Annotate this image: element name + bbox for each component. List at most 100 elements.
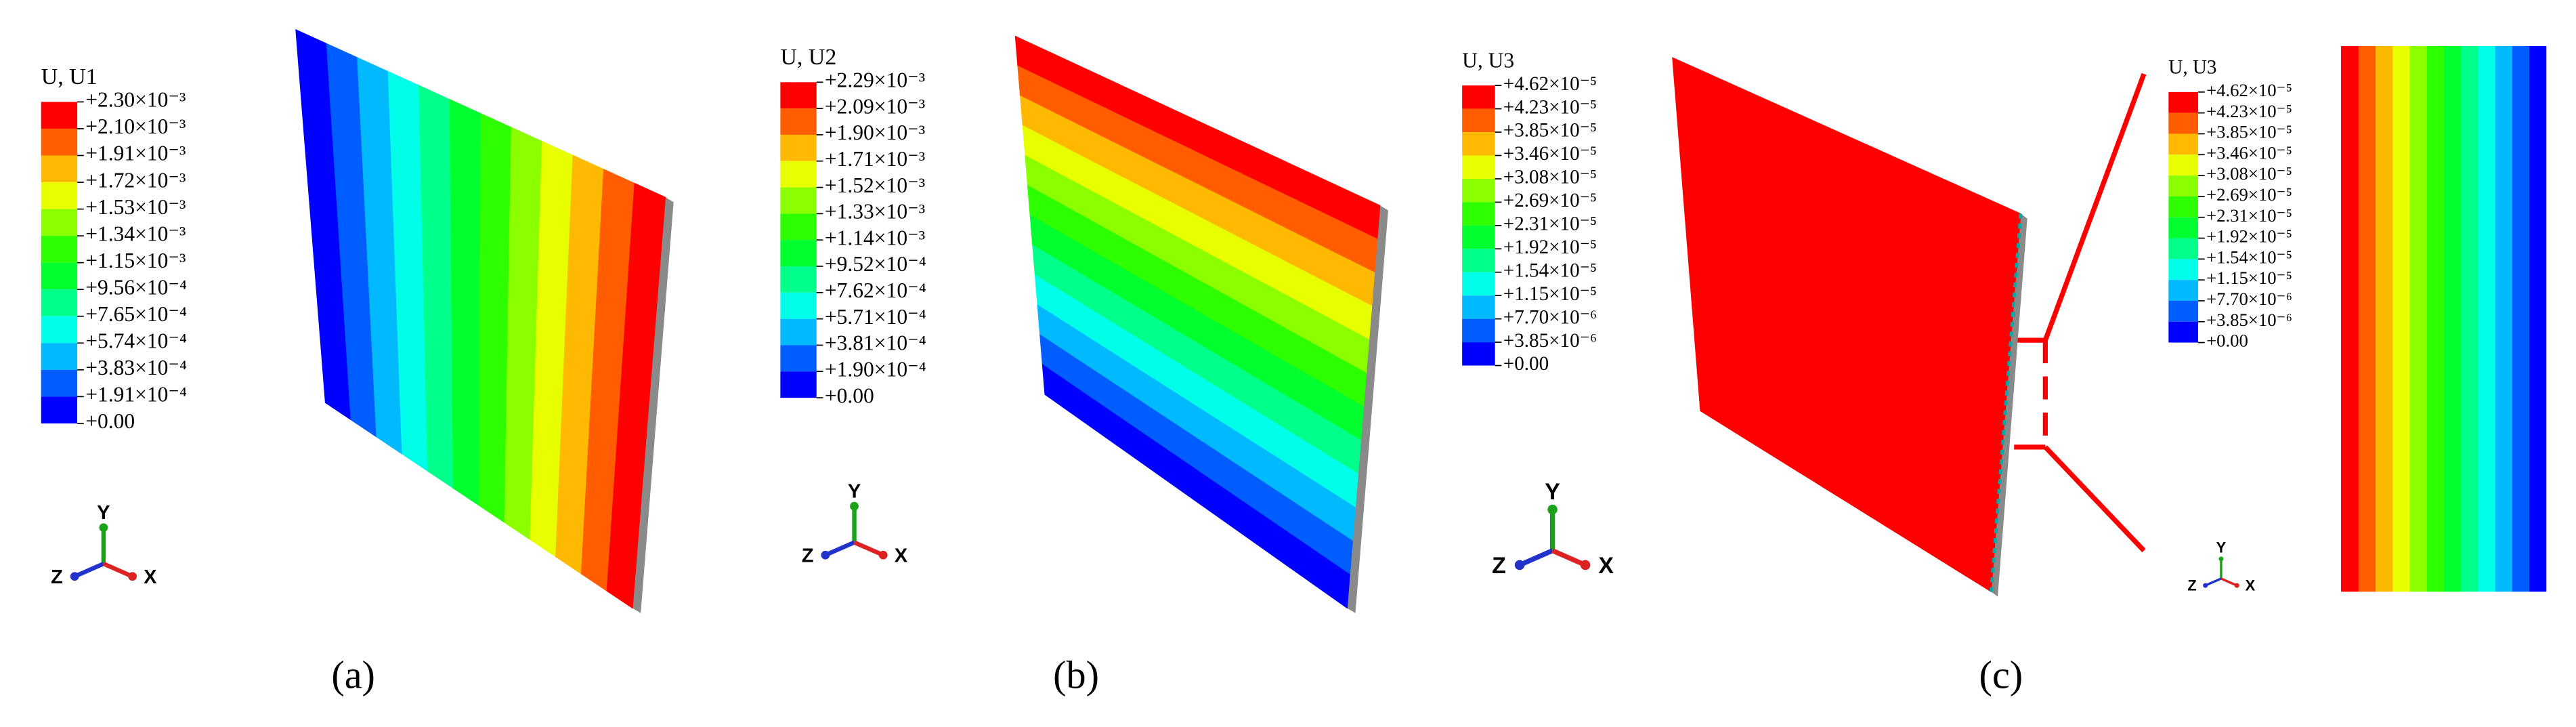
legend-band: [41, 289, 78, 316]
legend-label: +3.85×10⁻⁵: [2206, 122, 2292, 142]
inset-strip-band: [2443, 45, 2462, 592]
legend-band: [1462, 178, 1495, 203]
legend-label: +4.62×10⁻⁵: [1503, 73, 1597, 95]
caption: (b): [1053, 652, 1099, 697]
legend-label: +2.09×10⁻³: [825, 94, 925, 118]
legend-band: [41, 102, 78, 129]
legend-label: +3.08×10⁻⁵: [2206, 163, 2292, 184]
legend-band: [2168, 217, 2198, 238]
axis-arrow-head: [128, 572, 137, 581]
axis-arrow: [2220, 577, 2237, 587]
axis-arrow-head: [878, 550, 888, 560]
legend-label: +1.90×10⁻⁴: [825, 358, 926, 381]
axis-label: X: [1598, 553, 1614, 579]
legend-label: +5.71×10⁻⁴: [825, 305, 926, 329]
legend-label: +3.81×10⁻⁴: [825, 331, 926, 355]
legend-band: [780, 318, 817, 346]
legend-label: +1.15×10⁻³: [85, 249, 186, 272]
legend-label: +0.00: [85, 409, 135, 433]
legend-label: +4.23×10⁻⁵: [1503, 96, 1597, 118]
axis-arrow: [824, 540, 855, 558]
inset-strip-band: [2495, 45, 2512, 592]
axis-arrow: [853, 540, 884, 558]
inset-strip-band: [2460, 45, 2478, 592]
legend-label: +3.08×10⁻⁵: [1503, 167, 1597, 188]
plate-edge: [1991, 213, 2027, 597]
legend-band: [2168, 112, 2198, 134]
axis-arrow-head: [70, 572, 79, 581]
axis-label: Z: [51, 566, 63, 588]
legend-band: [1462, 108, 1495, 133]
legend-band: [1462, 85, 1495, 109]
legend-band: [2168, 259, 2198, 281]
legend-label: +3.46×10⁻⁵: [2206, 142, 2292, 163]
legend-band: [41, 396, 78, 423]
legend-band: [780, 213, 817, 241]
inset-strip-band: [2375, 45, 2393, 592]
inset-strip-band: [2512, 45, 2530, 592]
legend-band: [1462, 225, 1495, 249]
axis-arrow: [73, 562, 105, 579]
legend-band: [2168, 321, 2198, 343]
legend-band: [41, 262, 78, 290]
legend-band: [1462, 249, 1495, 272]
legend-label: +1.33×10⁻³: [825, 200, 925, 224]
legend-band: [41, 155, 78, 183]
legend-band: [2168, 238, 2198, 259]
axis-arrow: [1518, 548, 1554, 568]
zoom-line: [2043, 445, 2146, 553]
legend-title: U, U1: [41, 64, 98, 89]
legend-band: [780, 187, 817, 214]
axis-arrow-head: [850, 501, 859, 511]
axis-arrow-head: [2203, 583, 2208, 588]
axis-label: Z: [802, 545, 814, 567]
legend-label: +2.69×10⁻⁵: [2206, 184, 2292, 205]
legend-label: +1.54×10⁻⁵: [1503, 259, 1597, 281]
legend-title: U, U2: [780, 45, 836, 70]
axis-label: Y: [848, 481, 861, 503]
legend-title: U, U3: [1462, 48, 1514, 72]
legend-label: +0.00: [1503, 353, 1549, 375]
legend-band: [41, 182, 78, 209]
legend-band: [41, 343, 78, 370]
legend-band: [1462, 295, 1495, 319]
legend-label: +1.92×10⁻⁵: [2206, 226, 2292, 247]
legend-band: [41, 209, 78, 236]
plate-edge: [1347, 205, 1388, 613]
plate-edge-line: [1989, 213, 2023, 592]
legend-band: [780, 82, 817, 109]
legend-label: +2.29×10⁻³: [825, 68, 925, 92]
legend-label: +2.69×10⁻⁵: [1503, 190, 1597, 211]
legend-band: [780, 292, 817, 319]
legend-band: [41, 316, 78, 344]
legend-band: [780, 266, 817, 293]
axis-arrow-head: [2234, 583, 2239, 588]
legend-band: [1462, 342, 1495, 366]
legend-title: U, U3: [2168, 57, 2216, 79]
legend-band: [2168, 133, 2198, 155]
inset-strip-band: [2409, 45, 2427, 592]
legend-label: +1.52×10⁻³: [825, 173, 925, 197]
axis-label: Y: [97, 502, 110, 524]
axis-arrow: [102, 562, 133, 579]
contour-band: [606, 182, 666, 609]
legend-label: +3.85×10⁻⁶: [1503, 330, 1597, 352]
legend-label: +1.53×10⁻³: [85, 195, 186, 219]
plate-edge: [632, 197, 674, 613]
legend-label: +2.30×10⁻³: [85, 88, 186, 112]
axis-arrow-head: [1514, 560, 1525, 570]
axis-arrow-head: [99, 523, 108, 533]
contour-band: [449, 99, 481, 506]
legend-band: [1462, 318, 1495, 343]
legend-label: +1.71×10⁻³: [825, 147, 925, 171]
legend-label: +7.62×10⁻⁴: [825, 278, 926, 302]
legend-band: [780, 240, 817, 267]
caption: (c): [1979, 652, 2023, 697]
legend-label: +2.31×10⁻⁵: [2206, 205, 2292, 226]
axis-label: X: [895, 545, 908, 567]
legend-band: [2168, 154, 2198, 176]
legend-band: [780, 108, 817, 135]
legend-label: +7.65×10⁻⁴: [85, 302, 187, 326]
legend-label: +7.70×10⁻⁶: [2206, 289, 2292, 309]
zoom-line: [2042, 72, 2147, 341]
